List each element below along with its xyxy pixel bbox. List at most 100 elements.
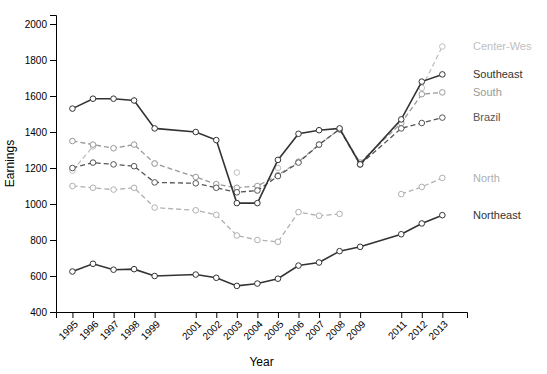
series-point (337, 126, 343, 132)
series-point (398, 126, 404, 132)
series (70, 175, 446, 245)
series-point (275, 239, 281, 245)
series-line (72, 215, 442, 286)
x-tick: 1997 (98, 312, 122, 342)
series-point (357, 162, 363, 168)
series-line (72, 74, 442, 203)
x-tick-mark (340, 312, 341, 318)
x-tick: 1996 (77, 312, 101, 342)
x-tick: 2003 (221, 312, 245, 342)
x-tick-mark (114, 312, 115, 318)
x-tick-mark (319, 312, 320, 318)
series-label: South (473, 86, 502, 98)
y-tick-label: 1400 (25, 127, 48, 138)
y-tick-label: 800 (30, 235, 47, 246)
y-tick-mark (50, 312, 56, 313)
series-label: North (473, 172, 500, 184)
series-point (440, 44, 446, 50)
y-tick: 600 (30, 271, 56, 282)
series-point (131, 185, 137, 191)
y-tick-label: 400 (30, 307, 47, 318)
series-point (440, 115, 446, 121)
x-tick: 2009 (344, 312, 368, 342)
x-tick: 1999 (139, 312, 163, 342)
y-tick: 2000 (25, 19, 56, 30)
series-point (70, 138, 76, 144)
series-point (275, 172, 281, 178)
x-tick: 2006 (283, 312, 307, 342)
series-point (419, 221, 425, 227)
series-point (255, 281, 261, 287)
series-point (90, 185, 96, 191)
y-tick-mark (50, 276, 56, 277)
series-point (152, 161, 158, 167)
series-point (419, 120, 425, 126)
series-line (72, 47, 442, 173)
x-tick-label: 1996 (77, 318, 101, 342)
series-label: Northeast (473, 209, 521, 221)
y-tick-mark (50, 240, 56, 241)
y-tick: 1600 (25, 91, 56, 102)
series-point (70, 106, 76, 112)
series (70, 72, 446, 206)
x-tick: 2013 (426, 312, 450, 342)
series-point (152, 205, 158, 211)
y-tick: 400 (30, 307, 56, 318)
x-tick: 2001 (180, 312, 204, 342)
y-tick-label: 1200 (25, 163, 48, 174)
series-point (111, 267, 117, 273)
series-point (213, 185, 219, 191)
series-point (152, 126, 158, 132)
series-point (316, 142, 322, 148)
x-tick: 2008 (324, 312, 348, 342)
x-tick-label: 2005 (262, 318, 286, 342)
series-point (440, 212, 446, 218)
series-point (419, 184, 425, 190)
series-point (398, 231, 404, 237)
y-axis-line (50, 16, 57, 313)
x-tick: 1998 (118, 312, 142, 342)
series-point (296, 131, 302, 137)
series-point (70, 165, 76, 171)
x-tick: 1995 (56, 312, 80, 342)
series (70, 212, 446, 288)
x-tick-mark (278, 312, 279, 318)
series-point (234, 233, 240, 239)
x-tick-label: 2013 (426, 318, 450, 342)
y-tick-mark (50, 60, 56, 61)
series-point (337, 248, 343, 254)
series-point (419, 79, 425, 85)
y-tick-label: 1800 (25, 55, 48, 66)
series-point (316, 142, 322, 148)
x-axis-line (57, 313, 468, 319)
x-tick-label: 2002 (200, 318, 224, 342)
x-tick-mark (216, 312, 217, 318)
series-point (70, 269, 76, 275)
series-point (111, 96, 117, 102)
series-point (234, 283, 240, 289)
x-tick: 2007 (303, 312, 327, 342)
series-point (152, 273, 158, 279)
y-tick-mark (50, 24, 56, 25)
series-line (72, 118, 442, 193)
series-point (357, 244, 363, 250)
series-point (131, 266, 137, 272)
y-tick: 1000 (25, 199, 56, 210)
y-tick-mark (50, 168, 56, 169)
x-tick-label: 2003 (221, 318, 245, 342)
series-label: Center-Wes (473, 40, 532, 52)
x-tick-label: 1999 (139, 318, 163, 342)
x-tick-mark (442, 312, 443, 318)
series-point (213, 212, 219, 218)
x-tick-mark (72, 312, 73, 318)
series-label: Brazil (473, 111, 501, 123)
series (70, 115, 446, 195)
series-point (213, 137, 219, 143)
y-tick-label: 1000 (25, 199, 48, 210)
series-point (234, 200, 240, 206)
x-tick-mark (155, 312, 156, 318)
series-marks (70, 44, 446, 289)
series-point (275, 276, 281, 282)
y-axis: 400 600 800 1000 1200 1400 1600 1800 2000 (25, 16, 57, 318)
series-point (193, 208, 199, 214)
